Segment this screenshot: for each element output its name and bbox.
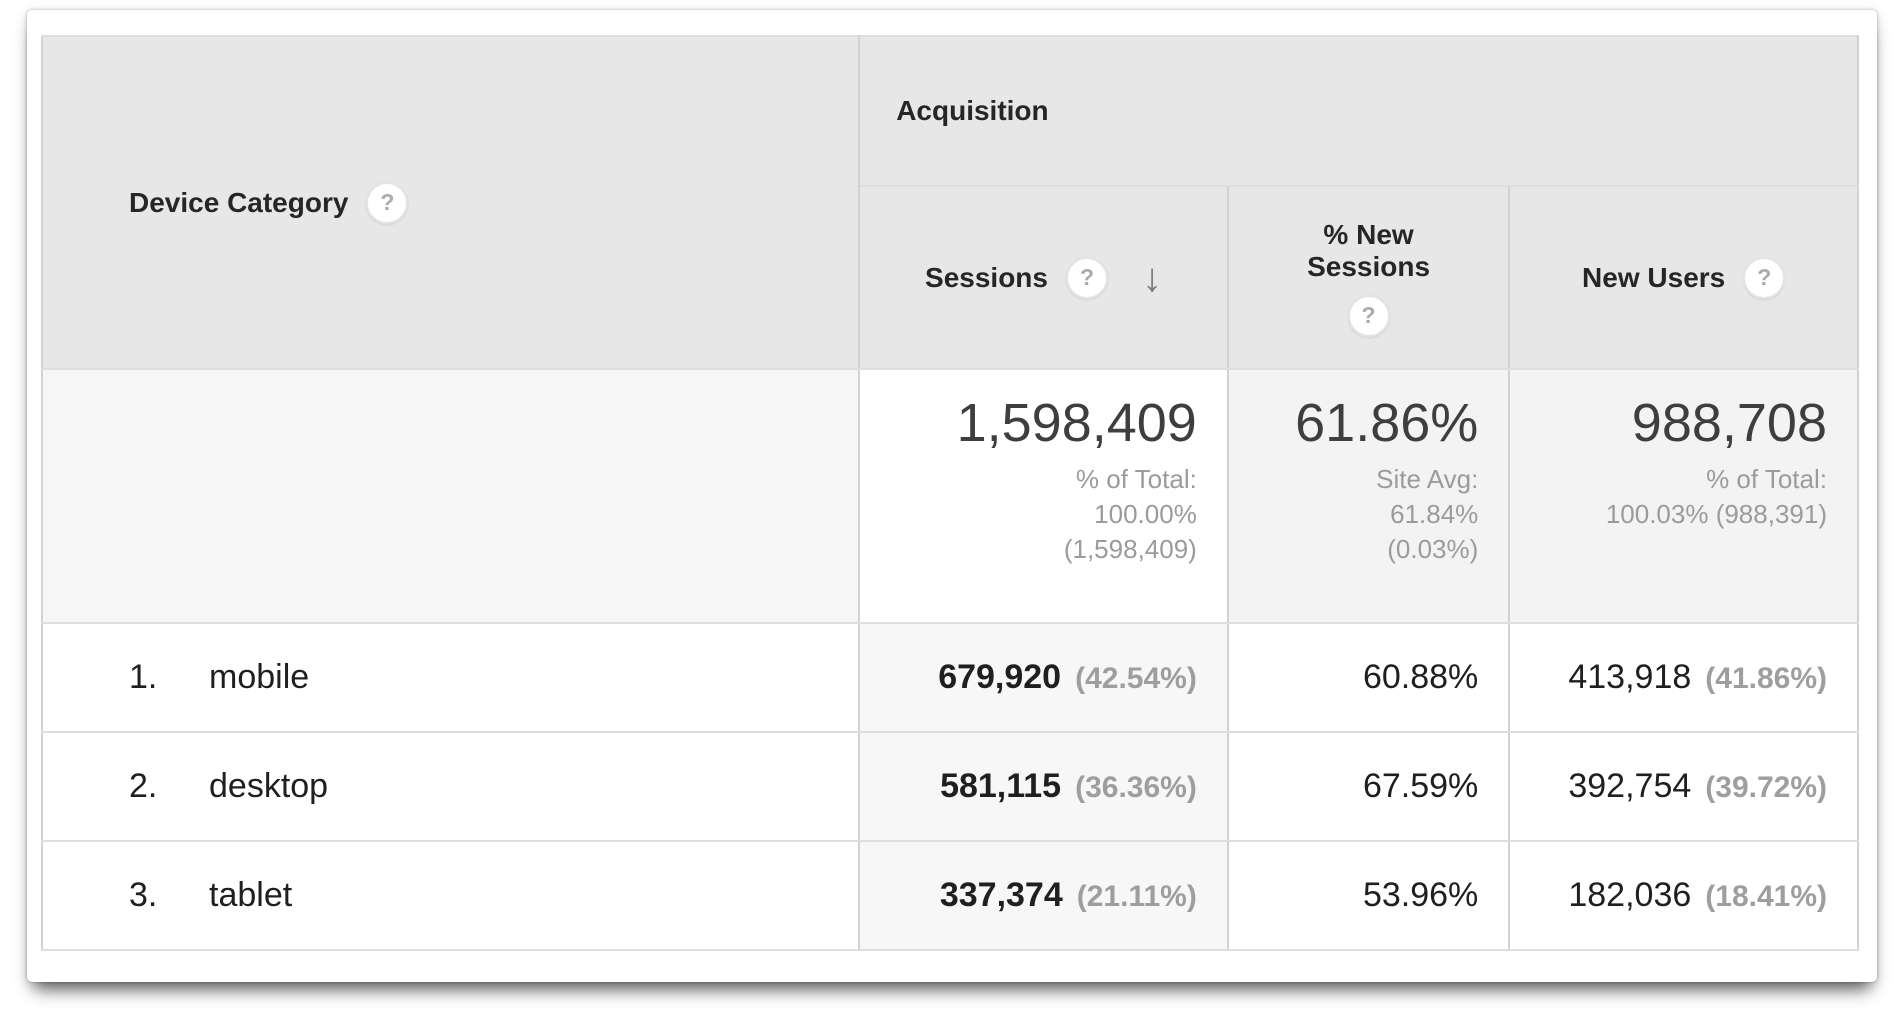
totals-sessions-cell: 1,598,409 % of Total: 100.00% (1,598,409… <box>858 368 1229 624</box>
table-row: 2. desktop 581,115 (36.36%) 67.59% 392,754… <box>40 731 1859 842</box>
device-category-column-header[interactable]: Device Category ? <box>40 35 861 370</box>
sort-descending-icon[interactable]: ↓ <box>1141 255 1162 300</box>
table-row: 1. mobile 679,920 (42.54%) 60.88% 413,918 (… <box>40 622 1859 733</box>
new-sessions-cell: 60.88% <box>1226 622 1511 733</box>
sessions-value: 581,115 <box>940 767 1062 805</box>
device-cell: 2. desktop <box>40 731 861 842</box>
device-cell: 3. tablet <box>40 840 861 951</box>
totals-row: 1,598,409 % of Total: 100.00% (1,598,409… <box>40 368 1859 624</box>
row-index: 1. <box>129 658 158 696</box>
help-icon[interactable]: ? <box>366 181 409 224</box>
new-users-value: 182,036 <box>1568 876 1692 914</box>
help-icon[interactable]: ? <box>1743 256 1786 299</box>
sessions-value: 679,920 <box>938 658 1062 696</box>
sessions-percent: (21.11%) <box>1076 880 1197 913</box>
device-label: mobile <box>209 658 310 696</box>
new-users-value: 413,918 <box>1568 658 1692 696</box>
table-header-group-row: Device Category ? Acquisition <box>40 35 1859 370</box>
sessions-column-header[interactable]: Sessions ? ↓ <box>858 185 1229 370</box>
new-sessions-cell: 53.96% <box>1226 840 1511 951</box>
new-sessions-value: 60.88% <box>1362 658 1479 696</box>
row-index: 2. <box>129 767 158 805</box>
sessions-cell: 337,374 (21.11%) <box>858 840 1229 951</box>
new-users-column-label: New Users <box>1582 261 1726 293</box>
sessions-value: 337,374 <box>939 876 1063 914</box>
sessions-column-label: Sessions <box>925 261 1048 293</box>
table-row: 3. tablet 337,374 (21.11%) 53.96% 182,036 (… <box>40 840 1859 951</box>
percent-new-sessions-column-label: % New Sessions <box>1307 218 1431 282</box>
totals-new-sessions-subtext: Site Avg: 61.84% (0.03%) <box>1376 464 1479 565</box>
row-index: 3. <box>129 876 158 914</box>
sessions-percent: (36.36%) <box>1075 771 1197 804</box>
new-users-cell: 392,754 (39.72%) <box>1508 731 1859 842</box>
device-cell: 1. mobile <box>40 622 861 733</box>
new-users-percent: (41.86%) <box>1705 662 1827 695</box>
new-users-value: 392,754 <box>1568 767 1692 805</box>
new-users-percent: (39.72%) <box>1705 771 1827 804</box>
device-label: desktop <box>209 767 329 805</box>
new-sessions-value: 53.96% <box>1362 876 1479 914</box>
totals-new-users-value: 988,708 <box>1631 393 1827 453</box>
sessions-percent: (42.54%) <box>1075 662 1197 695</box>
table-header-columns-row: Sessions ? ↓ % New Sessions ? New Users … <box>42 185 1859 370</box>
new-users-percent: (18.41%) <box>1705 880 1827 913</box>
totals-sessions-subtext: % of Total: 100.00% (1,598,409) <box>1063 464 1197 565</box>
help-icon[interactable]: ? <box>1347 294 1390 337</box>
acquisition-group-header: Acquisition <box>858 35 1859 187</box>
device-category-label: Device Category <box>129 186 349 218</box>
totals-new-sessions-value: 61.86% <box>1295 393 1479 453</box>
sessions-cell: 679,920 (42.54%) <box>858 622 1229 733</box>
totals-new-users-subtext: % of Total: 100.03% (988,391) <box>1605 464 1827 530</box>
new-sessions-value: 67.59% <box>1362 767 1479 805</box>
help-icon[interactable]: ? <box>1065 256 1108 299</box>
new-sessions-cell: 67.59% <box>1226 731 1511 842</box>
totals-empty-cell <box>40 368 861 624</box>
new-users-cell: 413,918 (41.86%) <box>1508 622 1859 733</box>
device-label: tablet <box>209 876 293 914</box>
totals-sessions-value: 1,598,409 <box>956 393 1197 453</box>
sessions-cell: 581,115 (36.36%) <box>858 731 1229 842</box>
totals-new-sessions-cell: 61.86% Site Avg: 61.84% (0.03%) <box>1226 368 1511 624</box>
percent-new-sessions-column-header[interactable]: % New Sessions ? <box>1226 185 1511 370</box>
acquisition-group-label: Acquisition <box>896 95 1049 126</box>
new-users-cell: 182,036 (18.41%) <box>1508 840 1859 951</box>
report-card: Device Category ? Acquisition Sessions ?… <box>27 10 1877 982</box>
totals-new-users-cell: 988,708 % of Total: 100.03% (988,391) <box>1508 368 1859 624</box>
new-users-column-header[interactable]: New Users ? <box>1508 185 1859 370</box>
analytics-data-table: Device Category ? Acquisition Sessions ?… <box>40 35 1859 951</box>
